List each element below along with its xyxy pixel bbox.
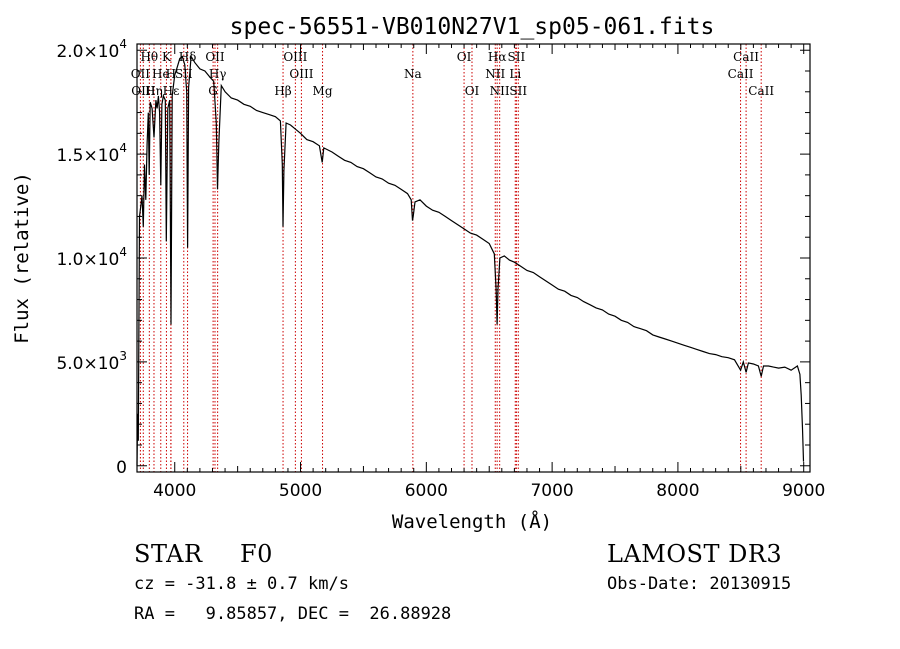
x-tick-label: 8000 — [656, 481, 699, 501]
line-label: NII — [485, 67, 505, 81]
line-label: OII — [205, 50, 225, 64]
y-tick-mantissa: 1.0×10 — [56, 250, 119, 270]
line-label: SII — [175, 67, 193, 81]
y-axis-label: Flux (relative) — [11, 172, 33, 344]
x-tick-label: 6000 — [405, 481, 448, 501]
object-class: STAR — [134, 540, 203, 568]
y-tick-mantissa: 0 — [116, 458, 127, 478]
line-label: OI — [457, 50, 472, 64]
object-subclass: F0 — [240, 540, 273, 568]
x-tick-label: 9000 — [782, 481, 825, 501]
y-tick-mantissa: 5.0×10 — [56, 354, 119, 374]
coordinates: RA = 9.85857, DEC = 26.88928 — [134, 604, 452, 624]
line-label: OIII — [289, 67, 313, 81]
y-tick-label: 0 — [116, 458, 127, 478]
line-label: Hγ — [209, 67, 227, 81]
line-label: H — [166, 67, 176, 81]
y-tick-exponent: 3 — [119, 349, 127, 363]
line-label: CaII — [728, 67, 754, 81]
line-label: Li — [509, 67, 521, 81]
line-label: OIII — [283, 50, 307, 64]
x-axis-label: Wavelength (Å) — [392, 510, 552, 533]
y-tick-label: 5.0×103 — [56, 349, 127, 374]
plot-frame — [136, 43, 811, 473]
x-tick-label: 4000 — [153, 481, 196, 501]
velocity-readout: cz = -31.8 ± 0.7 km/s — [134, 574, 349, 594]
y-tick-mantissa: 2.0×10 — [56, 42, 119, 62]
line-label: G — [208, 84, 218, 98]
y-tick-label: 2.0×104 — [56, 37, 127, 62]
chart-title: spec-56551-VB010N27V1_sp05-061.fits — [230, 14, 715, 40]
y-tick-label: 1.5×104 — [56, 141, 127, 166]
y-tick-exponent: 4 — [119, 245, 127, 259]
line-label: Hε — [163, 84, 180, 98]
y-tick-label: 1.0×104 — [56, 245, 127, 270]
line-label: CaII — [733, 50, 759, 64]
obs-date: Obs-Date: 20130915 — [607, 574, 792, 594]
line-label: NII — [490, 84, 510, 98]
x-axis-ticks: 4000 5000 6000 7000 8000 9000 — [153, 44, 825, 501]
line-label: Na — [404, 67, 422, 81]
line-label: Hα — [488, 50, 507, 64]
line-label: OII — [131, 67, 151, 81]
y-tick-exponent: 4 — [119, 141, 127, 155]
line-label: He — [152, 67, 170, 81]
line-label: K — [162, 50, 172, 64]
y-tick-exponent: 4 — [119, 37, 127, 51]
line-label: SII — [508, 50, 526, 64]
y-tick-mantissa: 1.5×10 — [56, 146, 119, 166]
line-label: Hθ — [140, 50, 158, 64]
line-label: Hη — [145, 84, 163, 98]
line-label: CaII — [748, 84, 774, 98]
line-label: Mg — [313, 84, 333, 98]
x-tick-label: 7000 — [530, 481, 573, 501]
spectrum-line — [136, 54, 805, 466]
survey-name: LAMOST DR3 — [607, 540, 783, 568]
line-label: SII — [509, 84, 527, 98]
line-label: Hβ — [274, 84, 291, 98]
line-label: OI — [465, 84, 480, 98]
x-tick-label: 5000 — [279, 481, 322, 501]
spectral-line-markers — [139, 44, 762, 472]
